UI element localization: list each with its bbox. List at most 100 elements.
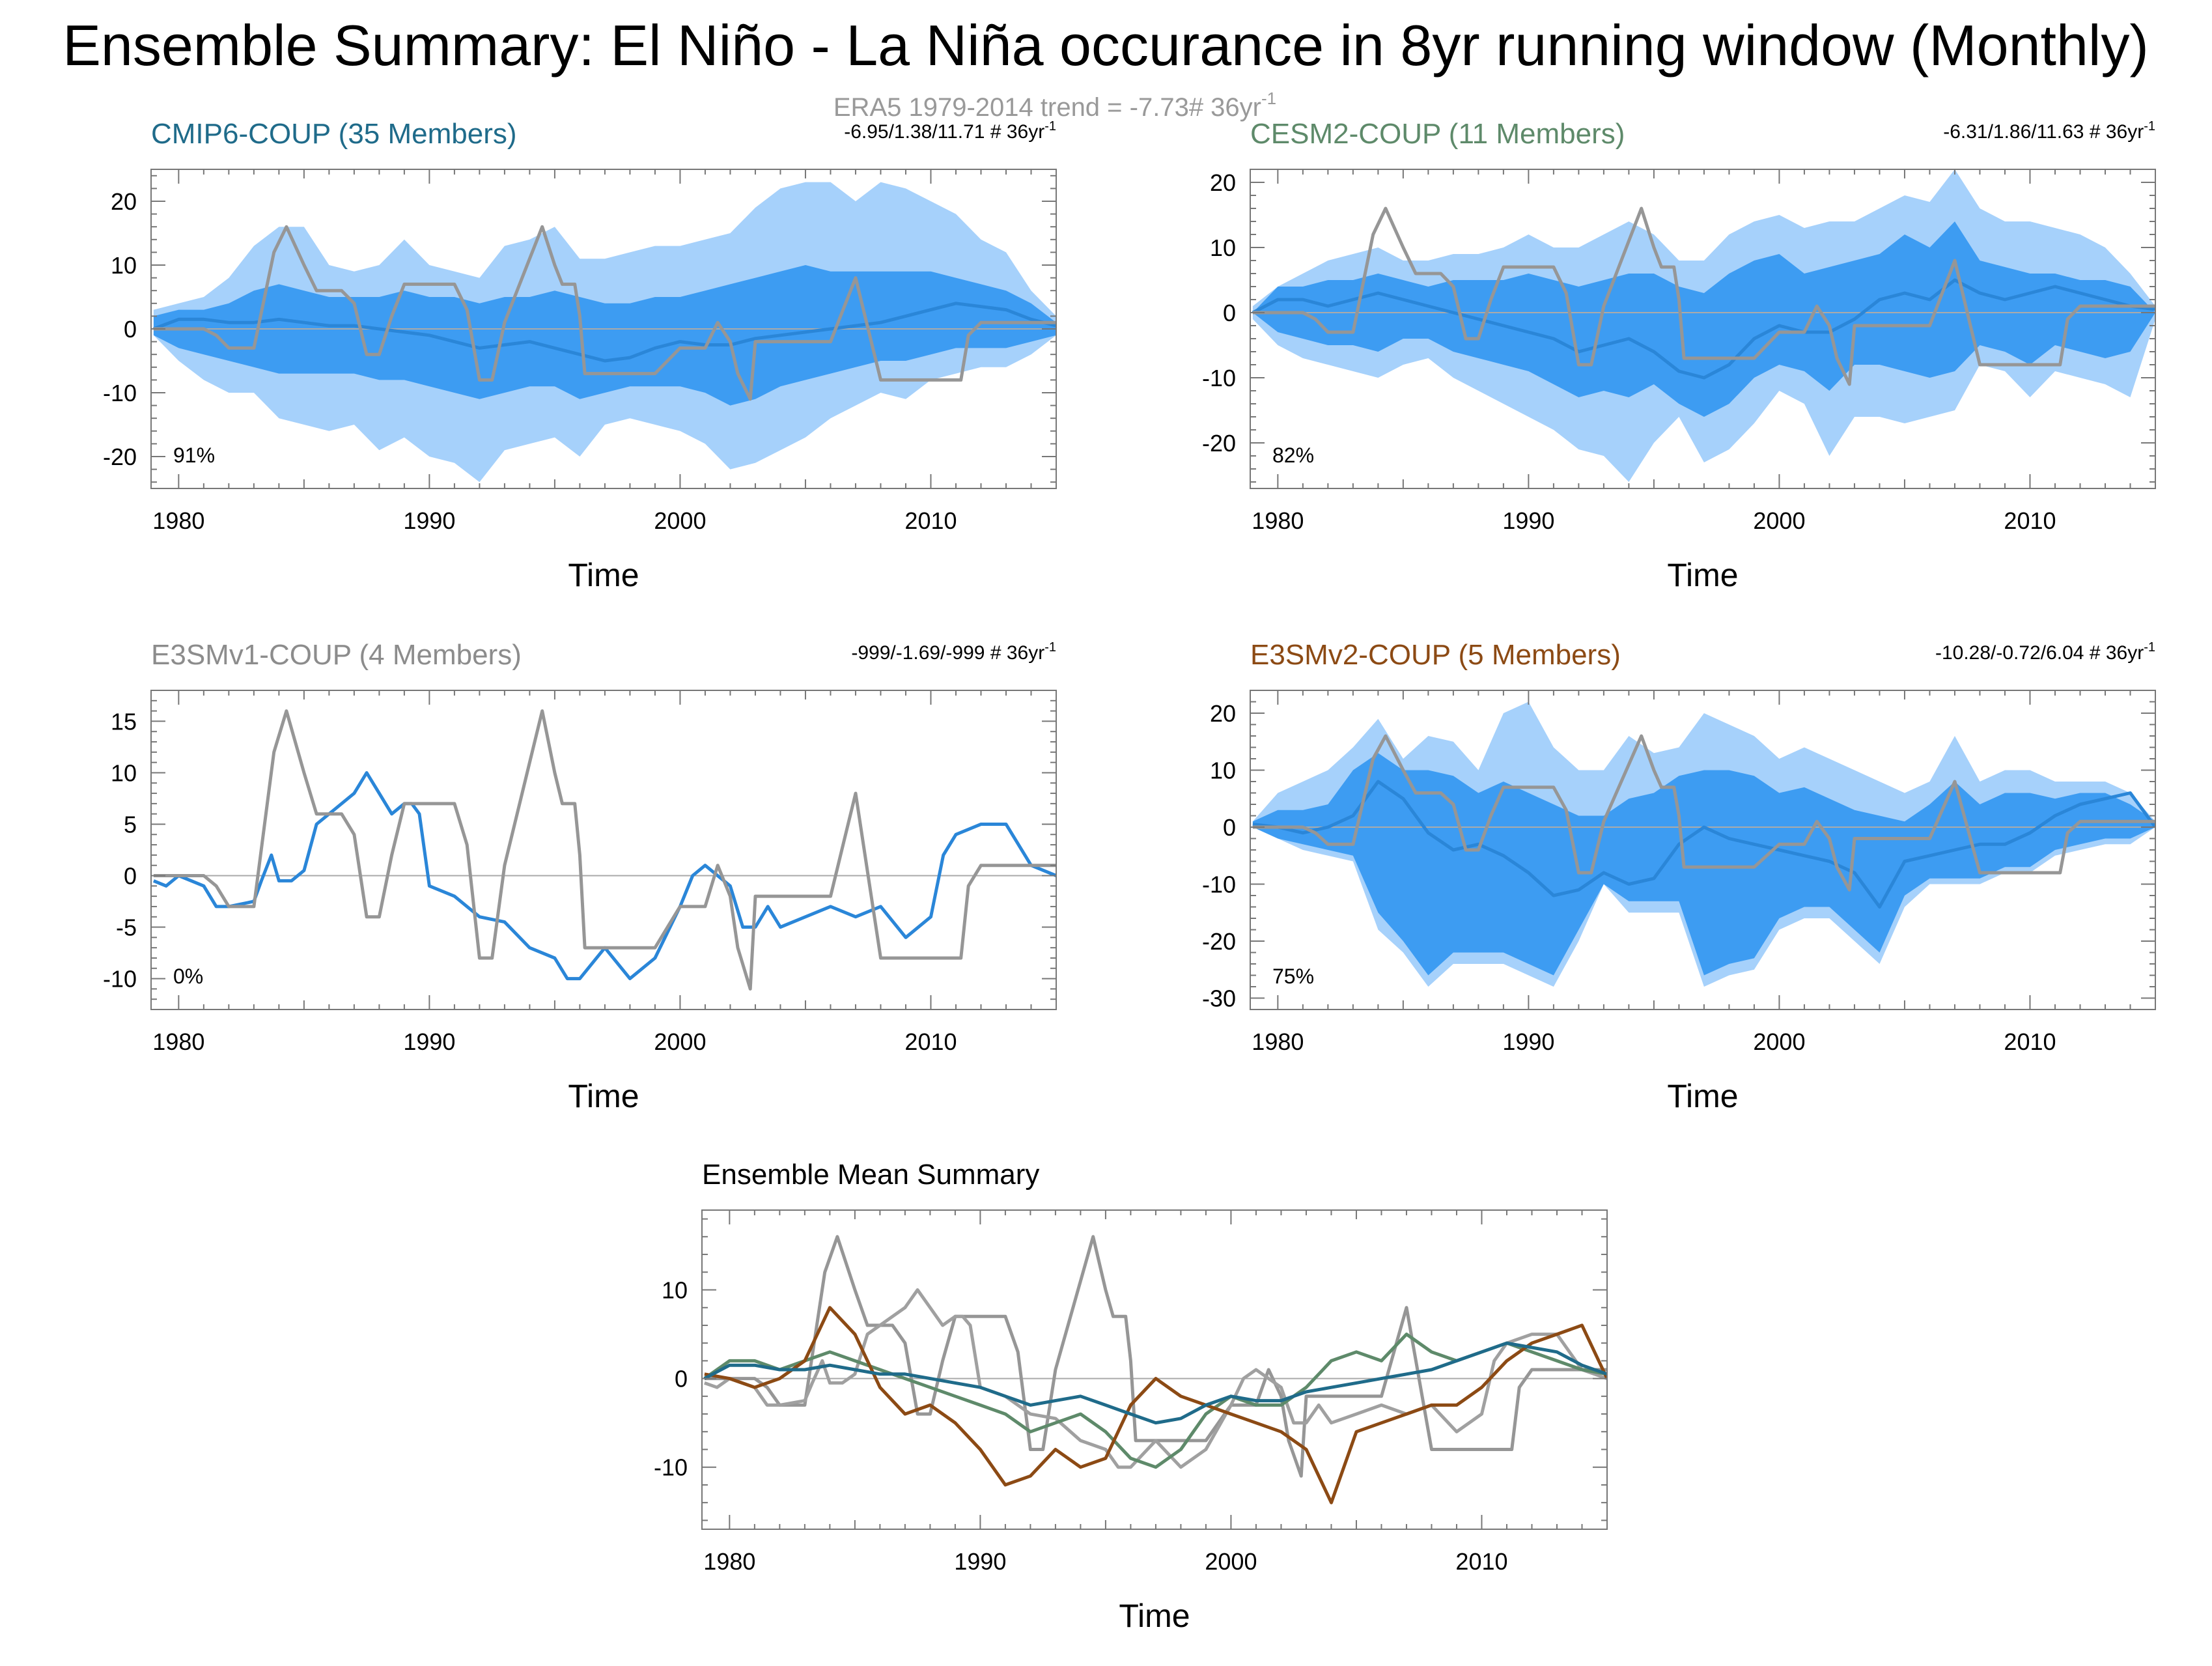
trend-text: -6.31/1.86/11.63 # 36yr: [1943, 121, 2144, 143]
y-tick-label: -10: [103, 380, 137, 406]
plot-frame: [701, 1209, 1608, 1530]
plot-area: [151, 709, 1056, 991]
x-tick-label: 1990: [1502, 507, 1554, 534]
x-axis-label: Time: [1667, 557, 1738, 593]
y-tick-label: -5: [116, 914, 137, 941]
x-tick-label: 1980: [1252, 1028, 1304, 1055]
trend-sup: -1: [1044, 119, 1056, 134]
trend-label: -10.28/-0.72/6.04 # 36yr-1: [1935, 640, 2155, 664]
y-tick-label: 20: [111, 188, 137, 215]
series-line-cmip6-coup: [703, 1341, 1607, 1425]
y-tick-label: 10: [1210, 757, 1236, 784]
x-tick-label: 2010: [2004, 507, 2056, 534]
y-tick-label: 15: [111, 708, 137, 735]
series-line-era5: [153, 225, 1056, 401]
plot-area: [1250, 169, 2155, 482]
y-tick-label: 10: [111, 252, 137, 279]
x-tick-label: 1990: [954, 1548, 1006, 1575]
y-tick-label: 0: [1223, 300, 1236, 326]
series-line-ensemble-mean: [153, 302, 1056, 363]
x-tick-label: 2010: [1455, 1548, 1507, 1575]
trend-label: -6.31/1.86/11.63 # 36yr-1: [1943, 119, 2155, 143]
y-tick-label: -10: [103, 966, 137, 993]
x-tick-label: 2000: [1753, 507, 1805, 534]
series-line-era5: [1252, 734, 2155, 892]
x-tick-label: 1980: [703, 1548, 755, 1575]
trend-label: -999/-1.69/-999 # 36yr-1: [851, 640, 1056, 664]
panel-title: CESM2-COUP (11 Members): [1250, 118, 1625, 150]
series-line-era5: [153, 709, 1056, 991]
x-tick-label: 2010: [904, 507, 957, 534]
panel-title: E3SMv2-COUP (5 Members): [1250, 639, 1621, 671]
era5-trend-label: ERA5 1979-2014 trend = -7.73# 36yr-1: [833, 89, 1276, 122]
y-tick-label: -20: [1202, 430, 1236, 457]
y-tick-label: 10: [111, 759, 137, 786]
series-line-ensemble-mean: [1252, 780, 2155, 909]
x-axis-label: Time: [568, 557, 639, 593]
y-tick-label: 20: [1210, 700, 1236, 727]
trend-sup: -1: [1044, 640, 1056, 655]
series-line-e3smv2-coup: [704, 1306, 1607, 1504]
x-tick-label: 2010: [2004, 1028, 2056, 1055]
y-tick-label: -20: [1202, 928, 1236, 955]
y-tick-label: 0: [675, 1366, 688, 1392]
plot-frame: [1250, 169, 2156, 489]
band-inner: [153, 265, 1056, 406]
x-tick-label: 1990: [403, 1028, 455, 1055]
x-tick-label: 1990: [403, 507, 455, 534]
era5-trend-text: ERA5 1979-2014 trend = -7.73# 36yr: [833, 93, 1261, 122]
series-line-ensemble-mean: [1252, 278, 2155, 380]
x-tick-label: 1980: [152, 1028, 204, 1055]
trend-text: -6.95/1.38/11.71 # 36yr: [844, 121, 1044, 143]
y-tick-label: -10: [654, 1454, 688, 1481]
y-tick-label: 10: [662, 1277, 688, 1304]
x-tick-label: 2000: [654, 507, 706, 534]
trend-sup: -1: [2144, 119, 2155, 134]
series-line-ensemble-mean: [152, 771, 1056, 981]
y-tick-label: -20: [103, 444, 137, 470]
x-tick-label: 1990: [1502, 1028, 1554, 1055]
y-tick-label: 5: [124, 811, 137, 838]
trend-label: -6.95/1.38/11.71 # 36yr-1: [844, 119, 1056, 143]
x-tick-label: 1980: [1252, 507, 1304, 534]
panel-cmip6: 1980 1990 2000 2010 -20 -10 0 10 20 Time CMIP6-COU…: [103, 118, 1057, 593]
x-tick-label: 2000: [654, 1028, 706, 1055]
y-tick-label: 0: [124, 316, 137, 343]
trend-sup: -1: [2144, 640, 2155, 655]
percent-label: 82%: [1272, 444, 1314, 467]
x-tick-label: 1980: [152, 507, 204, 534]
plot-area: [1250, 701, 2155, 987]
plot-area: [151, 182, 1056, 483]
y-tick-label: -30: [1202, 985, 1236, 1012]
y-tick-label: 20: [1210, 169, 1236, 196]
series-line-era5: [1252, 206, 2155, 386]
y-tick-label: -10: [1202, 365, 1236, 391]
x-tick-label: 2000: [1753, 1028, 1805, 1055]
x-axis-label: Time: [1119, 1598, 1190, 1634]
panel-title: CMIP6-COUP (35 Members): [151, 118, 517, 150]
band-inner: [1252, 221, 2155, 417]
panel-e3smv2: 1980 1990 2000 2010 -30 -20 -10 0 10 20 Time E3SMv2…: [1202, 639, 2156, 1114]
y-tick-label: 10: [1210, 234, 1236, 261]
panel-e3smv1: 1980 1990 2000 2010 -10 -5 0 5 10 15 Time E3SMv1-CO…: [103, 639, 1057, 1114]
plot-area: [702, 1235, 1607, 1504]
trend-text: -10.28/-0.72/6.04 # 36yr: [1935, 642, 2144, 664]
y-tick-label: 0: [124, 863, 137, 890]
percent-label: 0%: [173, 965, 203, 988]
figure-title: Ensemble Summary: El Niño - La Niña occu…: [63, 13, 2149, 78]
x-tick-label: 2000: [1205, 1548, 1257, 1575]
trend-text: -999/-1.69/-999 # 36yr: [851, 642, 1044, 664]
panel-cesm2: 1980 1990 2000 2010 -20 -10 0 10 20 Time CESM2-COU…: [1202, 118, 2156, 593]
x-axis-label: Time: [1667, 1078, 1738, 1114]
percent-label: 75%: [1272, 965, 1314, 988]
y-tick-label: 0: [1223, 814, 1236, 841]
y-tick-label: -10: [1202, 871, 1236, 898]
panel-mean: 1980 1990 2000 2010 -10 0 10 Time Ensemble Mean …: [654, 1159, 1608, 1634]
x-axis-label: Time: [568, 1078, 639, 1114]
percent-label: 91%: [173, 444, 215, 467]
plot-frame: [150, 690, 1057, 1010]
x-tick-label: 2010: [904, 1028, 957, 1055]
era5-trend-sup: -1: [1261, 89, 1276, 108]
